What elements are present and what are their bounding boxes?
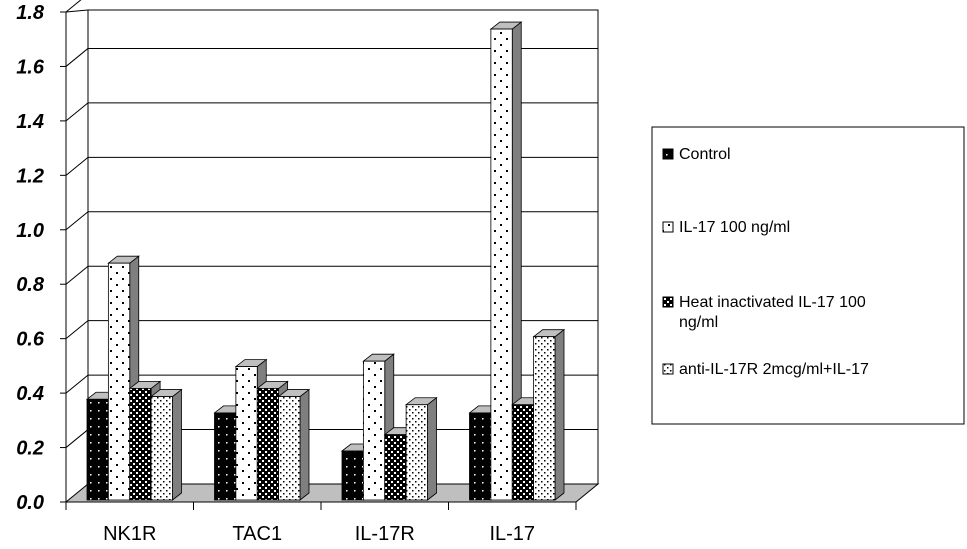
x-axis-ticks: [65, 502, 577, 510]
y-tick-label: 1.0: [16, 220, 44, 242]
legend-swatch: [662, 363, 674, 375]
bar-tac1-series-4: [277, 388, 311, 501]
legend-item: anti-IL-17R 2mcg/ml+IL-17: [662, 361, 869, 378]
gridline-side: [65, 102, 89, 122]
bar-il-17r-series-4: [404, 396, 438, 501]
gridline-side: [65, 211, 89, 231]
legend-label: Control: [679, 146, 731, 163]
gridline-side: [65, 156, 89, 176]
y-tick-label: 1.4: [16, 111, 44, 133]
y-tick-label: 0.2: [16, 438, 44, 460]
bar-front-face: [490, 28, 513, 501]
y-tick-label: 0.0: [16, 492, 44, 514]
bar-front-face: [86, 398, 109, 501]
bar-side-face: [172, 388, 182, 501]
y-tick-label: 1.6: [16, 56, 45, 78]
bar-side-face: [427, 396, 437, 501]
bar-front-face: [341, 450, 364, 501]
legend-label: anti-IL-17R 2mcg/ml+IL-17: [679, 361, 869, 378]
legend-label: IL-17 100 ng/ml: [679, 219, 790, 236]
bar-side-face: [299, 388, 310, 501]
bar-front-face: [469, 412, 492, 501]
legend-item: Heat inactivated IL-17 100 ng/ml: [662, 294, 866, 331]
plot-side-edge: [65, 9, 89, 13]
legend-item: Control: [662, 146, 731, 163]
y-tick-label: 1.8: [16, 2, 45, 24]
x-axis-tick-labels: NK1R TAC1 IL-17R IL-17: [103, 523, 535, 545]
x-tick-label: IL-17: [489, 523, 535, 545]
legend-swatch: [662, 296, 674, 308]
bar-front-face: [256, 387, 280, 501]
bars: [85, 21, 566, 501]
bar-nk1r-series-4: [149, 388, 183, 501]
legend-box: [651, 126, 965, 425]
gridline-side: [65, 48, 89, 67]
bar-front-face: [235, 366, 258, 501]
x-tick-label: TAC1: [232, 523, 282, 545]
y-tick-label: 0.6: [16, 329, 45, 351]
bar-front-face: [384, 434, 407, 501]
bar-front-face: [107, 262, 131, 501]
legend-item: IL-17 100 ng/ml: [662, 219, 790, 236]
bar-front-face: [129, 387, 152, 501]
gridline-side: [65, 429, 89, 448]
bar-front-face: [362, 360, 386, 501]
bar-il-17-series-2: [489, 21, 523, 501]
bar-front-face: [533, 336, 556, 501]
bar-front-face: [278, 396, 301, 501]
gridline-side: [65, 320, 89, 340]
legend-label: Heat inactivated IL-17 100 ng/ml: [679, 294, 866, 331]
bar-front-face: [214, 412, 237, 501]
y-tick-label: 0.4: [16, 383, 44, 405]
y-axis-tick-labels: 0.0 0.2 0.4 0.6 0.8 1.0 1.2 1.4 1.6 1.8: [16, 2, 66, 514]
y-tick-label: 0.8: [16, 274, 45, 296]
gridline-side: [65, 0, 82, 13]
bar-il-17-series-4: [532, 328, 566, 501]
bar-side-face: [554, 328, 565, 501]
bar-front-face: [150, 396, 173, 501]
legend: Control IL-17 100 ng/ml Heat inactivated I…: [651, 126, 965, 425]
gridline-side: [65, 374, 89, 394]
y-tick-label: 1.2: [16, 165, 44, 187]
gridline-side: [65, 265, 89, 285]
x-tick-label: IL-17R: [355, 523, 415, 545]
x-tick-label: NK1R: [103, 523, 156, 545]
legend-swatch: [662, 148, 674, 160]
bar-front-face: [405, 404, 428, 501]
legend-swatch: [662, 221, 674, 233]
bar-front-face: [511, 404, 535, 501]
